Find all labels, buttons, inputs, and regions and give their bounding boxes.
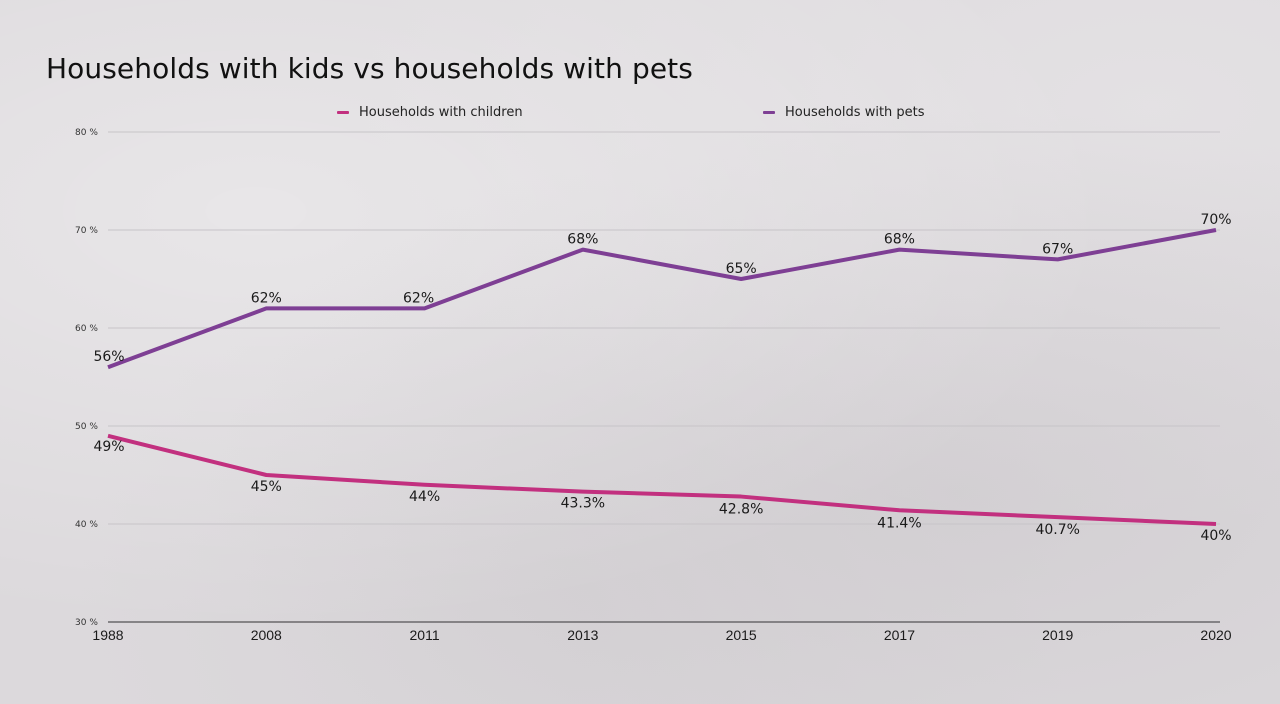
x-tick-label: 1988: [92, 627, 123, 643]
y-tick-label: 60 %: [75, 324, 98, 334]
y-tick-label: 40 %: [75, 520, 98, 530]
y-tick-label: 50 %: [75, 422, 98, 432]
y-tick-label: 70 %: [75, 226, 98, 236]
data-label-pets: 65%: [726, 261, 757, 277]
legend-item-pets: Households with pets: [763, 105, 925, 120]
data-label-children: 40%: [1200, 528, 1231, 544]
x-tick-label: 2013: [567, 627, 598, 643]
x-tick-label: 2019: [1042, 627, 1073, 643]
data-label-pets: 62%: [403, 290, 434, 306]
data-label-pets: 56%: [93, 349, 124, 365]
x-tick-label: 2008: [251, 627, 282, 643]
chart-title: Households with kids vs households with …: [46, 52, 693, 85]
x-tick-label: 2017: [884, 627, 915, 643]
data-label-children: 40.7%: [1035, 522, 1079, 538]
data-label-children: 49%: [93, 439, 124, 455]
series-line-children: [107, 433, 1217, 526]
data-label-pets: 62%: [251, 290, 282, 306]
data-label-pets: 68%: [567, 232, 598, 248]
y-tick-label: 80 %: [75, 128, 98, 138]
legend-item-children: Households with children: [337, 105, 523, 120]
data-label-pets: 67%: [1042, 241, 1073, 257]
data-label-children: 41.4%: [877, 515, 921, 531]
y-tick-label: 30 %: [75, 618, 98, 628]
legend-label-pets: Households with pets: [785, 105, 925, 120]
x-tick-label: 2020: [1200, 627, 1231, 643]
data-label-pets: 68%: [884, 232, 915, 248]
x-tick-label: 2011: [410, 627, 440, 643]
data-label-pets: 70%: [1200, 212, 1231, 228]
data-label-children: 42.8%: [719, 502, 763, 518]
data-label-children: 43.3%: [561, 496, 605, 512]
data-label-children: 45%: [251, 479, 282, 495]
x-tick-label: 2015: [726, 627, 757, 643]
series-line-pets: [107, 228, 1217, 370]
legend-swatch-pets: [763, 111, 775, 114]
legend-swatch-children: [337, 111, 349, 114]
data-label-children: 44%: [409, 489, 440, 505]
legend-label-children: Households with children: [359, 105, 523, 120]
